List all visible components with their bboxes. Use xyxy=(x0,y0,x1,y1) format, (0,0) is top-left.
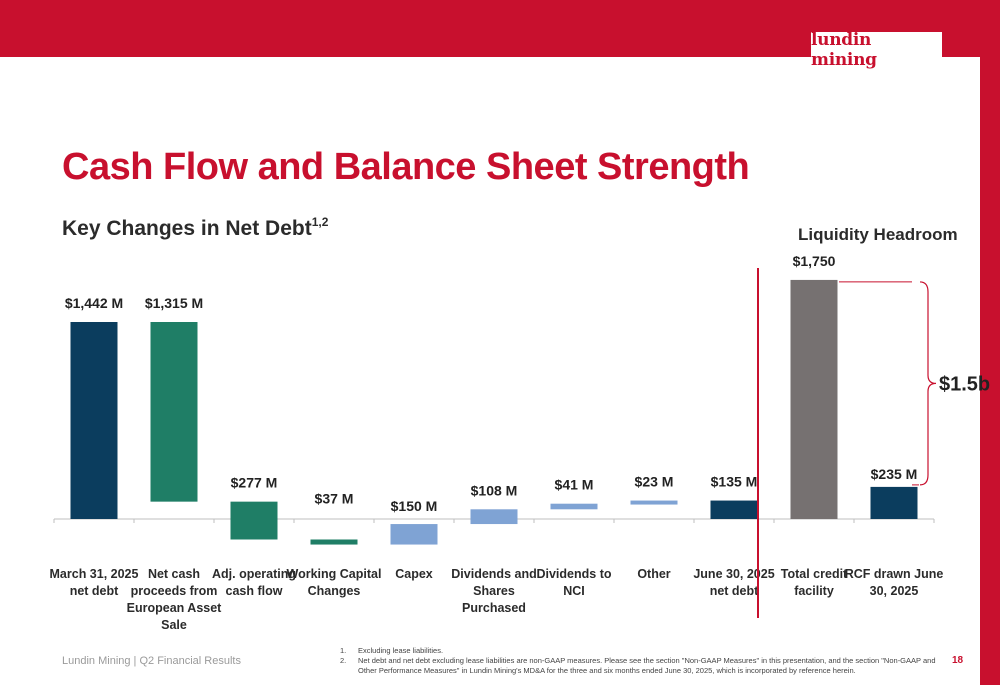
data-label: $1,442 M xyxy=(65,295,123,311)
bar xyxy=(870,486,918,519)
category-label: net debt xyxy=(70,584,119,598)
logo-text: lundin mining xyxy=(811,30,877,70)
category-label: Dividends to xyxy=(536,567,611,581)
category-label: RCF drawn June xyxy=(845,567,944,581)
category-label: Changes xyxy=(308,584,361,598)
category-label: Working Capital xyxy=(287,567,382,581)
footnote-text: Excluding lease liabilities. xyxy=(358,646,444,655)
footnote-text: Net debt and net debt excluding lease li… xyxy=(358,656,936,675)
data-label: $135 M xyxy=(711,474,758,490)
data-label: $23 M xyxy=(635,474,674,490)
bar xyxy=(150,322,198,502)
bar xyxy=(230,501,278,540)
category-label: Net cash xyxy=(148,567,200,581)
footnotes: 1. Excluding lease liabilities. 2. Net d… xyxy=(340,646,940,676)
data-label: $235 M xyxy=(871,466,918,482)
headroom-annotation: $1.5b xyxy=(939,373,990,395)
bar xyxy=(70,322,118,519)
category-label: Sale xyxy=(161,618,187,632)
chart-subtitle-text: Key Changes in Net Debt xyxy=(62,217,312,240)
bar xyxy=(550,503,598,510)
page-title: Cash Flow and Balance Sheet Strength xyxy=(62,146,750,188)
chart-subtitle: Key Changes in Net Debt1,2 xyxy=(62,215,329,241)
footnote-number: 1. xyxy=(340,646,347,655)
category-label: Dividends and xyxy=(451,567,536,581)
footnote-2: 2. Net debt and net debt excluding lease… xyxy=(340,656,940,676)
chart-subtitle-footnote-ref: 1,2 xyxy=(311,215,329,229)
bar xyxy=(310,539,358,545)
category-label: 30, 2025 xyxy=(870,584,919,598)
data-label: $277 M xyxy=(231,475,278,491)
category-label: Purchased xyxy=(462,601,526,615)
category-label: Shares xyxy=(473,584,515,598)
category-label: NCI xyxy=(563,584,585,598)
bar xyxy=(630,500,678,505)
category-label: March 31, 2025 xyxy=(50,567,139,581)
category-label: Adj. operating xyxy=(212,567,296,581)
category-label: cash flow xyxy=(226,584,283,598)
bar xyxy=(790,279,838,519)
bar xyxy=(390,524,438,545)
data-label: $41 M xyxy=(555,477,594,493)
footnote-number: 2. xyxy=(340,656,347,665)
category-label: Capex xyxy=(395,567,433,581)
liquidity-headroom-title: Liquidity Headroom xyxy=(798,225,958,244)
category-label: net debt xyxy=(710,584,759,598)
category-label: Total credit xyxy=(781,567,848,581)
data-label: $108 M xyxy=(471,482,518,498)
bar xyxy=(710,500,758,519)
company-logo: lundin mining xyxy=(811,30,942,70)
bar xyxy=(470,509,518,525)
category-label: proceeds from xyxy=(131,584,218,598)
data-label: $150 M xyxy=(391,498,438,514)
footer-text: Lundin Mining | Q2 Financial Results xyxy=(62,655,241,667)
category-label: European Asset xyxy=(127,601,223,615)
category-label: Other xyxy=(637,567,670,581)
data-label: $1,750 xyxy=(793,253,836,269)
category-label: facility xyxy=(794,584,834,598)
headroom-brace xyxy=(919,281,937,486)
data-label: $37 M xyxy=(315,490,354,506)
footnote-1: 1. Excluding lease liabilities. xyxy=(340,646,940,656)
data-label: $1,315 M xyxy=(145,295,203,311)
page-number: 18 xyxy=(952,655,964,666)
right-accent-strip xyxy=(980,57,1000,685)
category-label: June 30, 2025 xyxy=(693,567,774,581)
